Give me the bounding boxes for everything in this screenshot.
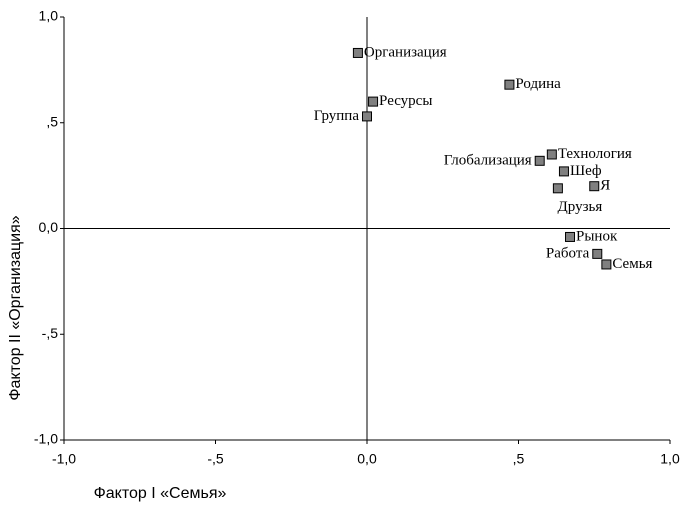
point-label: Организация (364, 44, 447, 60)
point-label: Друзья (558, 199, 603, 215)
point (601, 259, 612, 270)
point (565, 231, 576, 242)
point (589, 181, 600, 192)
y-tick-label: -,5 (42, 325, 59, 341)
x-tick-label: 1,0 (660, 451, 680, 467)
point-label: Работа (546, 245, 590, 261)
point (534, 155, 545, 166)
y-axis-label: Фактор II «Организация» (7, 215, 24, 400)
y-tick-label: ,5 (46, 113, 58, 129)
point (362, 111, 372, 122)
point-label: Я (600, 178, 610, 194)
point-label: Ресурсы (379, 93, 432, 109)
point-label: Семья (612, 256, 652, 272)
point (552, 183, 563, 194)
point (352, 47, 363, 58)
x-tick-label: -1,0 (52, 451, 76, 467)
point (558, 166, 569, 177)
point-label: Родина (515, 76, 561, 92)
x-tick-label: ,5 (513, 451, 525, 467)
point-label: Глобализация (444, 152, 532, 168)
point-label: Технология (558, 146, 632, 162)
point-label: Рынок (576, 228, 618, 244)
x-axis-label: Фактор I «Семья» (94, 485, 227, 502)
point-label: Группа (314, 108, 360, 124)
point (368, 96, 379, 107)
y-tick-label: 1,0 (39, 8, 59, 24)
point (592, 248, 603, 259)
point (504, 79, 515, 90)
x-tick-label: -,5 (207, 451, 224, 467)
point-label: Шеф (570, 163, 602, 179)
y-tick-label: 0,0 (39, 219, 59, 235)
y-tick-label: -1,0 (34, 431, 58, 447)
x-tick-label: 0,0 (357, 451, 377, 467)
point (546, 149, 557, 160)
